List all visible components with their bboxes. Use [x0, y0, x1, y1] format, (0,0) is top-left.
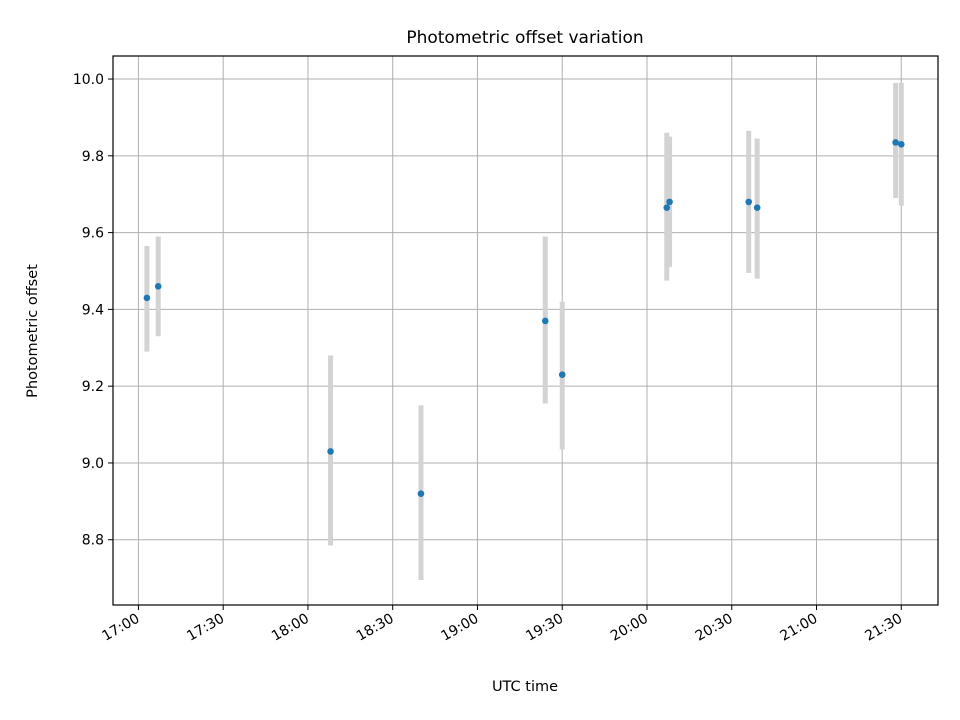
data-point	[558, 371, 566, 378]
data-point	[892, 139, 899, 146]
data-point	[745, 198, 753, 206]
y-tick-label: 10.0	[73, 72, 104, 88]
data-points	[143, 139, 905, 497]
data-point	[154, 283, 162, 290]
y-tick-label: 9.6	[82, 226, 104, 242]
data-point	[417, 490, 425, 497]
data-point	[753, 204, 761, 211]
y-tick-label: 9.2	[82, 379, 104, 395]
x-axis-label: UTC time	[492, 679, 558, 695]
y-tick-label: 9.8	[82, 149, 104, 165]
y-tick-label: 9.0	[82, 456, 104, 472]
plot-frame	[112, 55, 939, 606]
data-point	[897, 141, 905, 148]
y-tick-label: 9.4	[82, 302, 104, 318]
y-tick-label: 8.8	[82, 533, 104, 549]
data-point	[327, 448, 334, 455]
y-axis-label: Photometric offset	[25, 264, 41, 398]
data-point	[541, 317, 549, 325]
y-axis-ticks: 8.8 9.0 9.2 9.4 9.6 9.8 10.0	[73, 72, 113, 549]
data-point	[143, 294, 151, 302]
data-point	[663, 204, 671, 211]
data-point	[666, 198, 673, 206]
chart-title: Photometric offset variation	[406, 28, 643, 48]
